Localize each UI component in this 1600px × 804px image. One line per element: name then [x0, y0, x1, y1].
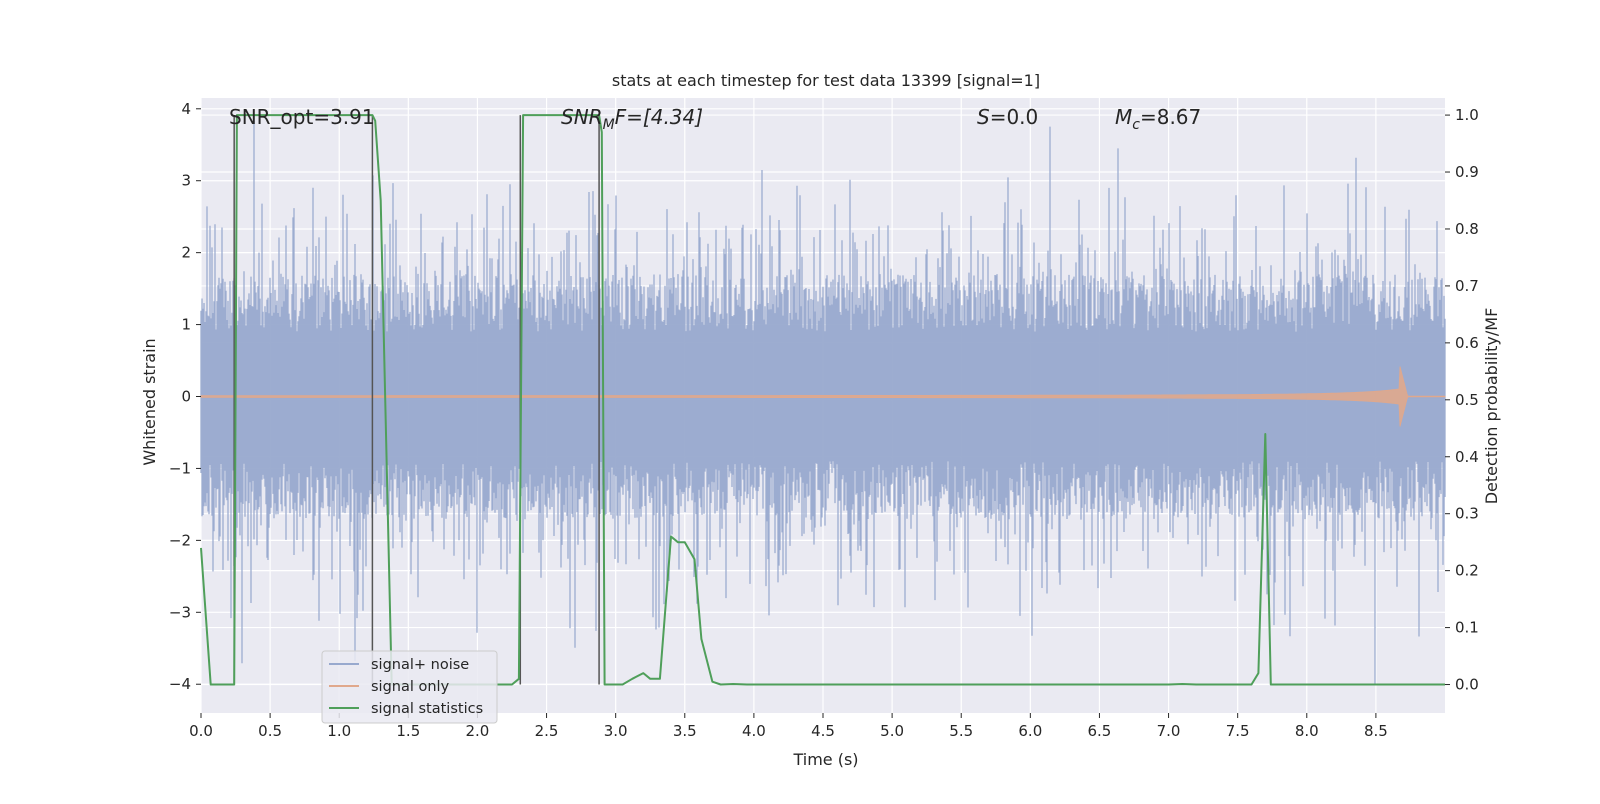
x-tick-label-1: 0.5 — [258, 722, 282, 740]
x-tick-label-16: 8.0 — [1295, 722, 1319, 740]
x-tick-label-3: 1.5 — [396, 722, 420, 740]
y-left-tick-label-7: −3 — [169, 603, 191, 621]
annotation-mc-base: M — [1115, 105, 1132, 129]
y-left-tick-label-6: −2 — [169, 531, 191, 549]
annotation-s-italic: S — [977, 105, 990, 129]
annotation-mc-rest: =8.67 — [1140, 105, 1201, 129]
annotation-snr-mf-rest: F=[4.34] — [615, 105, 703, 129]
y-right-tick-label-6: 0.4 — [1455, 448, 1479, 466]
y-axis-label-left: Whitened strain — [140, 338, 159, 465]
x-tick-label-17: 8.5 — [1364, 722, 1388, 740]
annotation-mc-sub: c — [1132, 117, 1140, 133]
series-signal-statistics — [200, 114, 1445, 686]
x-tick-label-15: 7.5 — [1226, 722, 1250, 740]
y-right-tick-label-1: 0.9 — [1455, 163, 1479, 181]
legend-label-signal: signal only — [371, 679, 450, 695]
legend-label-stats: signal statistics — [371, 701, 483, 717]
y-right-tick-label-3: 0.7 — [1455, 277, 1479, 295]
series-signal-noise — [200, 116, 1446, 685]
y-left-tick-label-2: 2 — [181, 244, 191, 262]
y-left-tick-label-8: −4 — [169, 675, 191, 693]
y-right-tick-label-5: 0.5 — [1455, 391, 1479, 409]
annotation-snr-mf-sub: M — [603, 117, 615, 133]
x-tick-label-14: 7.0 — [1157, 722, 1181, 740]
y-left-tick-label-4: 0 — [181, 388, 191, 406]
x-tick-label-4: 2.0 — [466, 722, 490, 740]
y-right-tick-label-10: 0.0 — [1455, 676, 1479, 694]
y-right-tick-label-7: 0.3 — [1455, 505, 1479, 523]
x-tick-label-8: 4.0 — [742, 722, 766, 740]
x-tick-label-7: 3.5 — [673, 722, 697, 740]
x-tick-label-11: 5.5 — [949, 722, 973, 740]
annotation-s-rest: =0.0 — [990, 105, 1039, 129]
y-right-tick-label-9: 0.1 — [1455, 619, 1479, 637]
x-tick-label-5: 2.5 — [535, 722, 559, 740]
y-right-tick-label-2: 0.8 — [1455, 220, 1479, 238]
legend-box — [321, 650, 498, 724]
annotation-s: S=0.0 — [977, 105, 1038, 129]
x-tick-label-0: 0.0 — [189, 722, 213, 740]
x-axis-label: Time (s) — [792, 750, 858, 769]
x-tick-label-6: 3.0 — [604, 722, 628, 740]
annotation-snr-mf: SNRMF=[4.34] — [561, 105, 703, 133]
y-right-tick-label-8: 0.2 — [1455, 562, 1479, 580]
y-axis-label-right: Detection probability/MF — [1482, 308, 1501, 505]
x-tick-label-13: 6.5 — [1088, 722, 1112, 740]
x-tick-label-2: 1.0 — [327, 722, 351, 740]
chart-title: stats at each timestep for test data 133… — [612, 71, 1040, 90]
legend: signal+ noise signal only signal statist… — [321, 650, 498, 724]
annotation-mc: Mc=8.67 — [1115, 105, 1201, 133]
y-right-tick-label-4: 0.6 — [1455, 334, 1479, 352]
annotation-snr-opt: SNR_opt=3.91 — [229, 105, 375, 129]
y-left-tick-label-5: −1 — [169, 459, 191, 477]
y-left-tick-label-1: 3 — [181, 172, 191, 190]
y-left-tick-label-0: 4 — [181, 100, 191, 118]
y-right-tick-label-0: 1.0 — [1455, 106, 1479, 124]
x-tick-label-9: 4.5 — [811, 722, 835, 740]
annotation-snr-mf-base: SNR — [561, 105, 603, 129]
y-left-tick-label-3: 1 — [181, 316, 191, 334]
series-signal-only — [200, 366, 1446, 427]
legend-label-noise: signal+ noise — [371, 657, 469, 673]
x-tick-label-10: 5.0 — [880, 722, 904, 740]
x-tick-label-12: 6.0 — [1018, 722, 1042, 740]
